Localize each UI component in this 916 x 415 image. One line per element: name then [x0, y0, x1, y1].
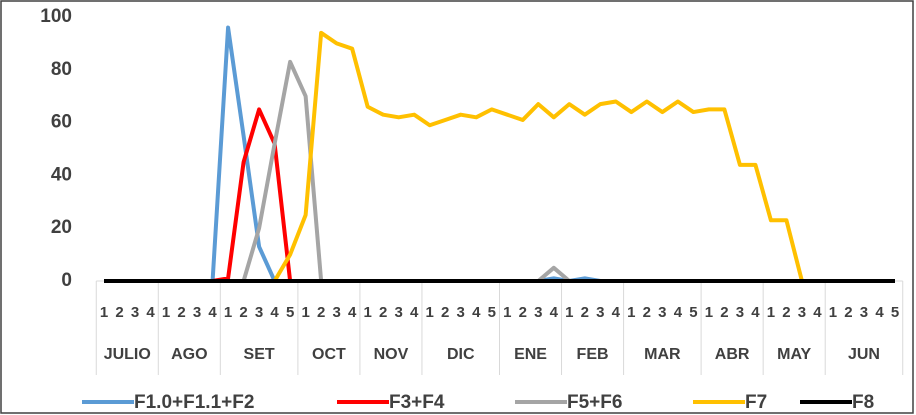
x-tick-label: 1	[705, 304, 713, 321]
group-label: AGO	[171, 346, 207, 363]
legend-label: F7	[745, 392, 767, 413]
x-tick-label: 4	[410, 304, 419, 321]
x-tick-label: 4	[270, 304, 279, 321]
legend-label: F3+F4	[389, 392, 445, 413]
legend-label: F5+F6	[567, 392, 622, 413]
y-tick-label: 40	[51, 164, 72, 185]
x-tick-label: 2	[177, 304, 185, 321]
x-tick-label: 2	[317, 304, 325, 321]
x-tick-label: 3	[131, 304, 139, 321]
x-tick-label: 3	[596, 304, 604, 321]
x-tick-label: 1	[565, 304, 573, 321]
x-tick-label: 4	[813, 304, 822, 321]
x-tick-label: 4	[472, 304, 481, 321]
group-label: SET	[244, 346, 275, 363]
x-tick-label: 1	[767, 304, 775, 321]
group-label: ENE	[514, 346, 547, 363]
x-tick-label: 1	[363, 304, 371, 321]
legend-label: F1.0+F1.1+F2	[134, 392, 254, 413]
x-tick-label: 2	[720, 304, 728, 321]
group-label: JUN	[848, 346, 880, 363]
x-tick-label: 3	[736, 304, 744, 321]
x-tick-label: 3	[332, 304, 340, 321]
x-tick-label: 1	[162, 304, 170, 321]
x-tick-label: 2	[581, 304, 589, 321]
x-tick-label: 2	[239, 304, 247, 321]
x-tick-label: 2	[115, 304, 123, 321]
x-tick-label: 1	[503, 304, 511, 321]
x-tick-label: 2	[519, 304, 527, 321]
x-tick-label: 5	[286, 304, 294, 321]
y-tick-label: 60	[51, 112, 72, 133]
x-tick-label: 1	[829, 304, 837, 321]
x-tick-label: 4	[550, 304, 559, 321]
x-tick-label: 2	[782, 304, 790, 321]
group-label: OCT	[312, 346, 346, 363]
x-tick-label: 4	[348, 304, 357, 321]
group-label: JULIO	[104, 346, 151, 363]
x-tick-label: 5	[689, 304, 697, 321]
x-tick-label: 5	[488, 304, 496, 321]
x-tick-label: 4	[674, 304, 683, 321]
group-label: FEB	[577, 346, 609, 363]
x-tick-label: 1	[100, 304, 108, 321]
x-tick-label: 5	[891, 304, 899, 321]
group-label: DIC	[447, 346, 475, 363]
x-tick-label: 3	[658, 304, 666, 321]
x-tick-label: 2	[844, 304, 852, 321]
y-tick-label: 80	[51, 59, 72, 80]
x-tick-label: 1	[426, 304, 434, 321]
series-line	[104, 25, 895, 283]
group-label: MAR	[644, 346, 681, 363]
x-tick-label: 3	[534, 304, 542, 321]
y-tick-label: 0	[61, 270, 72, 291]
x-tick-label: 4	[612, 304, 621, 321]
group-label: NOV	[374, 346, 409, 363]
x-tick-label: 1	[301, 304, 309, 321]
x-tick-label: 4	[146, 304, 155, 321]
x-tick-label: 3	[798, 304, 806, 321]
x-tick-label: 3	[395, 304, 403, 321]
y-tick-label: 20	[51, 217, 72, 238]
group-label: MAY	[777, 346, 811, 363]
x-tick-label: 4	[208, 304, 217, 321]
x-tick-label: 2	[441, 304, 449, 321]
x-tick-label: 3	[457, 304, 465, 321]
x-tick-label: 2	[643, 304, 651, 321]
x-tick-label: 3	[860, 304, 868, 321]
x-tick-label: 3	[193, 304, 201, 321]
legend-label: F8	[852, 392, 874, 413]
x-tick-label: 2	[379, 304, 387, 321]
x-tick-label: 4	[751, 304, 760, 321]
x-tick-label: 1	[627, 304, 635, 321]
series-line	[104, 30, 895, 283]
x-tick-label: 1	[224, 304, 232, 321]
x-tick-label: 4	[875, 304, 884, 321]
x-tick-label: 3	[255, 304, 263, 321]
group-label: ABR	[715, 346, 750, 363]
y-tick-label: 100	[40, 6, 72, 27]
